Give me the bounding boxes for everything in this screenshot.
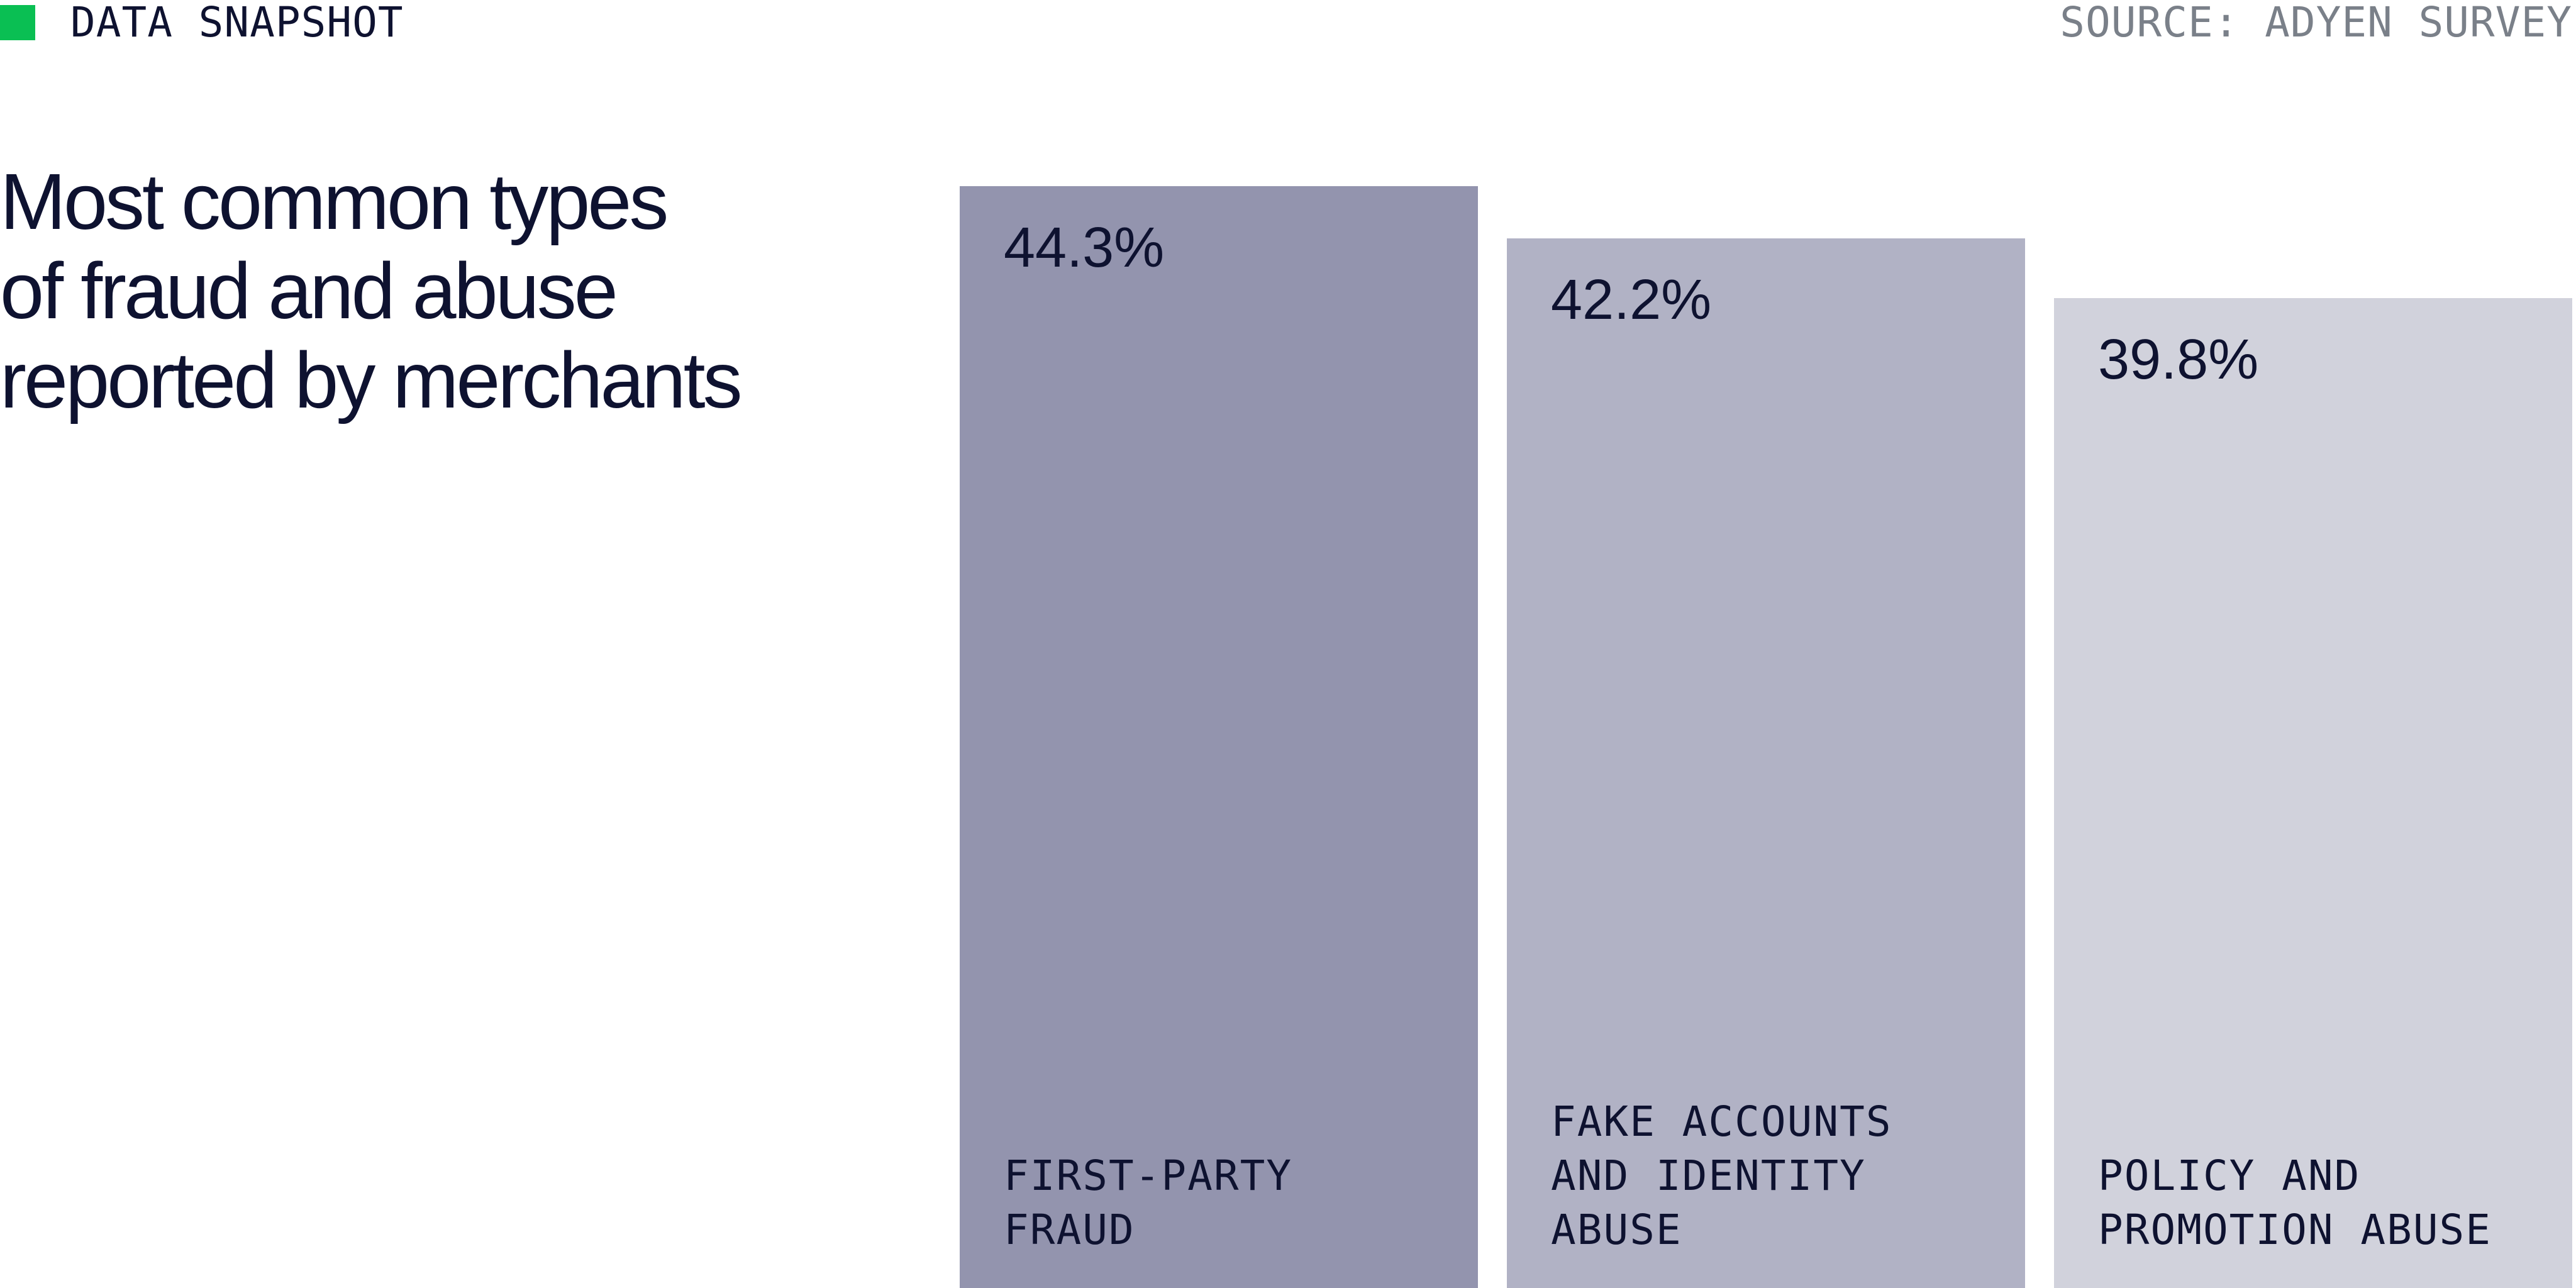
chart-title-line-2: of fraud and abuse bbox=[0, 247, 618, 335]
brand-marker-square bbox=[0, 5, 35, 40]
bar-category-label-1-line-2: FRAUD bbox=[1004, 1206, 1135, 1254]
bar-category-label-3-line-1: POLICY AND bbox=[2098, 1152, 2360, 1200]
source-label: SOURCE: ADYEN SURVEY bbox=[2060, 0, 2572, 47]
bar-2 bbox=[1507, 238, 2025, 1288]
bar-1 bbox=[960, 186, 1478, 1288]
data-snapshot-tag: DATA SNAPSHOT bbox=[70, 0, 404, 47]
bar-value-label-1: 44.3% bbox=[1004, 216, 1164, 279]
bar-category-label-2-line-1: FAKE ACCOUNTS bbox=[1551, 1097, 1892, 1146]
header-bar: DATA SNAPSHOT SOURCE: ADYEN SURVEY bbox=[0, 0, 2576, 50]
chart-title: Most common types of fraud and abuse rep… bbox=[0, 157, 880, 425]
bar-category-label-2-line-2: AND IDENTITY bbox=[1551, 1152, 1866, 1200]
bar-category-label-2-line-3: ABUSE bbox=[1551, 1206, 1682, 1254]
bar-value-label-2: 42.2% bbox=[1551, 269, 1711, 331]
bar-3 bbox=[2054, 297, 2572, 1288]
bar-group-3: 39.8% POLICY AND PROMOTION ABUSE bbox=[2054, 297, 2572, 1288]
bar-category-label-3-line-2: PROMOTION ABUSE bbox=[2098, 1206, 2492, 1254]
bar-category-label-1-line-1: FIRST-PARTY bbox=[1004, 1152, 1292, 1200]
chart-title-line-1: Most common types bbox=[0, 157, 669, 246]
bar-group-2: 42.2% FAKE ACCOUNTS AND IDENTITY ABUSE bbox=[1507, 238, 2025, 1288]
chart-title-line-3: reported by merchants bbox=[0, 336, 743, 425]
bar-group-1: 44.3% FIRST-PARTY FRAUD bbox=[960, 186, 1478, 1288]
bar-value-label-3: 39.8% bbox=[2098, 328, 2258, 391]
